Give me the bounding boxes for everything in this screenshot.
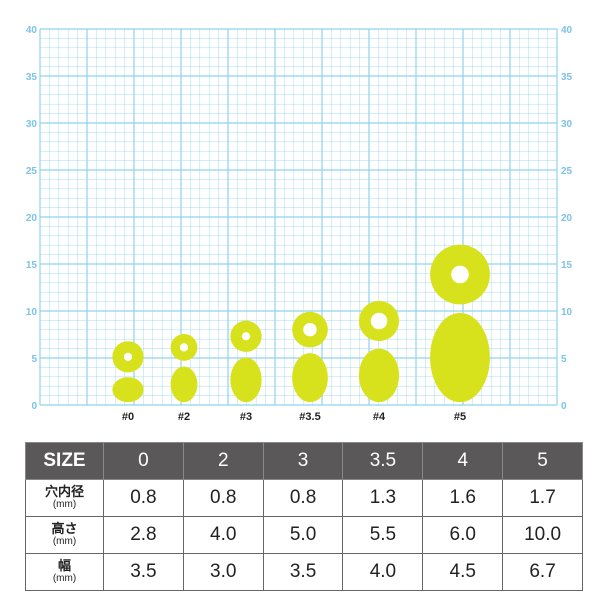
size-grid-chart: 0 0 5 5 10 10 15 15 20 20 25 25 30 30 35 35 40 40 #0 #2 #3 #3… bbox=[26, 25, 573, 423]
bead-side-view bbox=[292, 353, 328, 403]
table-cell: 4.5 bbox=[422, 553, 504, 591]
table-cell: 3.5 bbox=[262, 553, 344, 591]
row-label: 高さ bbox=[51, 521, 78, 536]
row-header: 幅 (mm) bbox=[25, 553, 104, 591]
table-cell: 5.5 bbox=[342, 516, 424, 554]
y-tick-label-right: 10 bbox=[561, 307, 573, 318]
y-tick-label-left: 10 bbox=[26, 307, 38, 318]
bead-hole bbox=[370, 312, 388, 330]
table-cell: 2.8 bbox=[103, 516, 184, 554]
y-tick-label-left: 40 bbox=[26, 25, 38, 36]
y-tick-label-right: 0 bbox=[561, 401, 567, 412]
header-cell: 3.5 bbox=[342, 442, 424, 480]
y-tick-label-left: 0 bbox=[31, 401, 37, 412]
bead-side-view bbox=[170, 366, 198, 403]
bead-hole bbox=[241, 332, 251, 341]
table-cell: 1.6 bbox=[422, 479, 504, 517]
header-cell: 4 bbox=[422, 442, 504, 480]
row-unit: (mm) bbox=[52, 499, 77, 510]
table-cell: 10.0 bbox=[502, 516, 583, 554]
y-tick-label-left: 5 bbox=[31, 354, 37, 365]
table-cell: 6.0 bbox=[422, 516, 504, 554]
bead-hole bbox=[179, 343, 189, 352]
y-tick-label-right: 5 bbox=[561, 354, 567, 365]
row-header: 穴内径 (mm) bbox=[25, 479, 104, 517]
size-label: #3 bbox=[240, 411, 252, 423]
y-tick-label-left: 35 bbox=[26, 72, 38, 83]
bead-hole bbox=[303, 322, 317, 337]
table-cell: 3.5 bbox=[103, 553, 184, 591]
table-cell: 0.8 bbox=[262, 479, 344, 517]
table-cell: 1.3 bbox=[342, 479, 424, 517]
table-cell: 4.0 bbox=[182, 516, 264, 554]
table-cell: 0.8 bbox=[182, 479, 264, 517]
table-cell: 6.7 bbox=[502, 553, 583, 591]
y-tick-label-left: 20 bbox=[26, 213, 38, 224]
row-label: 幅 bbox=[57, 558, 71, 573]
table-cell: 1.7 bbox=[502, 479, 583, 517]
bead-side-view bbox=[230, 357, 262, 403]
size-label: #2 bbox=[178, 411, 190, 423]
y-tick-label-left: 15 bbox=[26, 260, 38, 271]
header-cell: SIZE bbox=[25, 442, 104, 480]
y-tick-label-right: 30 bbox=[561, 119, 573, 130]
table-cell: 4.0 bbox=[342, 553, 424, 591]
bead-side-view bbox=[430, 312, 490, 403]
y-tick-label-right: 25 bbox=[561, 166, 573, 177]
row-label: 穴内径 bbox=[44, 484, 84, 499]
row-header: 高さ (mm) bbox=[25, 516, 104, 554]
size-label: #5 bbox=[454, 411, 466, 423]
header-cell: 3 bbox=[262, 442, 344, 480]
y-tick-label-right: 40 bbox=[561, 25, 573, 36]
row-unit: (mm) bbox=[52, 536, 77, 547]
table-row: 穴内径 (mm) 0.8 0.8 0.8 1.3 1.6 1.7 bbox=[25, 479, 583, 517]
header-cell: 2 bbox=[182, 442, 264, 480]
row-unit: (mm) bbox=[52, 573, 77, 584]
y-tick-label-left: 30 bbox=[26, 119, 38, 130]
bead-side-view bbox=[358, 348, 400, 403]
y-tick-label-right: 20 bbox=[561, 213, 573, 224]
table-row: 高さ (mm) 2.8 4.0 5.0 5.5 6.0 10.0 bbox=[25, 516, 583, 554]
size-label: #0 bbox=[122, 411, 134, 423]
size-table: SIZE 0 2 3 3.5 4 5 穴内径 (mm) 0.8 0.8 0.8 1… bbox=[25, 442, 583, 591]
table-cell: 3.0 bbox=[182, 553, 264, 591]
table-cell: 5.0 bbox=[262, 516, 344, 554]
table-row: 幅 (mm) 3.5 3.0 3.5 4.0 4.5 6.7 bbox=[25, 553, 583, 591]
y-tick-label-left: 25 bbox=[26, 166, 38, 177]
header-cell: 0 bbox=[103, 442, 184, 480]
y-tick-label-right: 35 bbox=[561, 72, 573, 83]
size-label: #4 bbox=[373, 411, 386, 423]
y-tick-label-right: 15 bbox=[561, 260, 573, 271]
bead-hole bbox=[451, 265, 469, 284]
table-cell: 0.8 bbox=[103, 479, 184, 517]
size-label: #3.5 bbox=[299, 411, 320, 423]
bead-side-view bbox=[112, 377, 144, 403]
table-header-row: SIZE 0 2 3 3.5 4 5 bbox=[25, 442, 583, 480]
header-cell: 5 bbox=[502, 442, 583, 480]
bead-hole bbox=[123, 352, 133, 361]
